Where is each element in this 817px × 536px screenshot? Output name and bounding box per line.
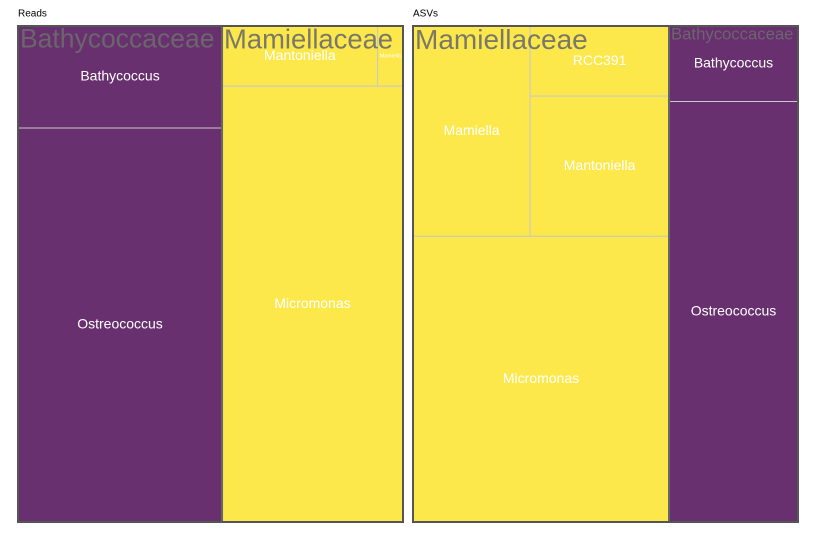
tile [668,101,799,523]
group-label: Mamiellaceae [224,23,393,54]
panel-border [412,25,799,523]
tile-label: Mamiella [380,53,401,59]
tile-label: Micromonas [503,370,579,386]
group-label: Mamiellaceae [415,24,588,55]
tile-label: Ostreococcus [691,302,777,318]
tile [529,25,670,97]
group-label: Bathycoccaceae [671,25,793,44]
tile [412,235,670,523]
tile [668,25,799,103]
tile-label: Mantoniella [264,47,336,63]
panel-title: ASVs [413,9,438,20]
tile-label: Ostreococcus [77,316,163,332]
panel-title: Reads [18,9,47,20]
group-label: Bathycoccaceae [20,24,214,54]
tile-label: Mamiella [444,122,500,138]
tile-label: Bathycoccus [694,54,773,70]
tile [17,127,223,523]
panel-border [17,25,404,523]
tile [529,95,670,237]
tile-label: Mantoniella [564,157,636,173]
tile-label: Micromonas [274,295,350,311]
tile-label: RCC391 [573,52,627,68]
tile-label: Bathycoccus [80,68,159,84]
tile [17,25,223,129]
